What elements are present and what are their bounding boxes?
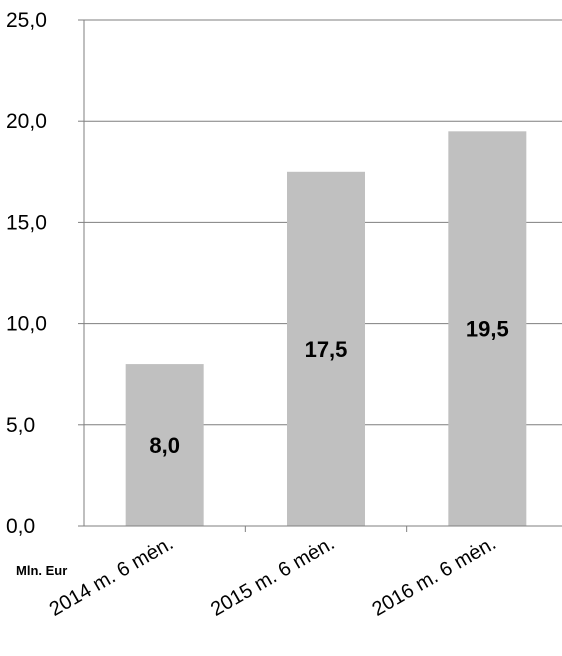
y-tick-label: 20,0 xyxy=(6,110,47,133)
data-label: 19,5 xyxy=(466,317,509,342)
y-tick-label: 25,0 xyxy=(6,9,47,32)
y-tick-label: 15,0 xyxy=(6,211,47,234)
x-tick-label: 2015 m. 6 mėn. xyxy=(207,532,338,621)
data-label: 17,5 xyxy=(305,337,348,362)
y-tick-label: 5,0 xyxy=(6,414,35,437)
y-tick-labels: 0,0 5,0 10,0 15,0 20,0 25,0 xyxy=(6,9,47,538)
bar xyxy=(448,131,527,526)
bar xyxy=(125,364,204,526)
bars xyxy=(125,131,527,527)
data-label: 8,0 xyxy=(149,433,180,458)
bar xyxy=(287,171,365,527)
x-tick-label: 2016 m. 6 mėn. xyxy=(368,532,499,621)
x-tick-labels: 2014 m. 6 mėn. 2015 m. 6 mėn. 2016 m. 6 mė… xyxy=(46,532,500,621)
y-tick-label: 0,0 xyxy=(6,515,35,538)
y-unit-label: Mln. Eur xyxy=(16,563,67,578)
data-labels: 8,0 17,5 19,5 xyxy=(149,317,508,458)
axes xyxy=(83,20,562,532)
y-tick-label: 10,0 xyxy=(6,313,47,336)
